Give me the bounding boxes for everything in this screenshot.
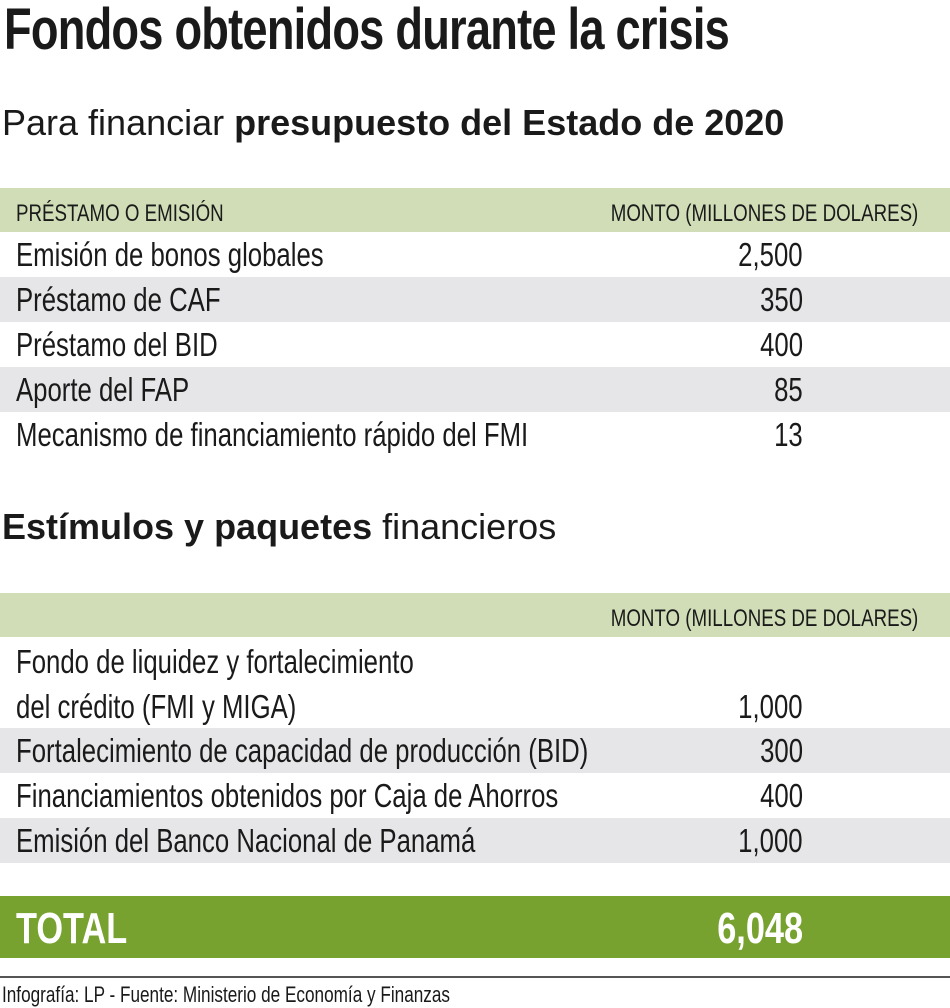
total-amount: 6,048 (717, 904, 803, 953)
table-row: Préstamo del BID 400 (16, 326, 803, 363)
table-row: Aporte del FAP 85 (0, 367, 950, 412)
table-row: Fortalecimiento de capacidad de producci… (0, 728, 950, 773)
column-header-label: PRÉSTAMO O EMISIÓN (16, 200, 224, 227)
table-row: Fondo de liquidez y fortalecimiento del … (16, 643, 803, 725)
total-label: TOTAL (16, 904, 128, 953)
divider (0, 976, 950, 978)
section1-heading: Para financiar presupuesto del Estado de… (2, 102, 785, 143)
column-header-amount: MONTO (MILLONES DE DOLARES) (610, 605, 918, 632)
section1-header-row: PRÉSTAMO O EMISIÓN MONTO (MILLONES DE DO… (0, 188, 950, 232)
footer-credit: Infografía: LP - Fuente: Ministerio de E… (2, 982, 450, 1007)
table-row: Emisión de bonos globales 2,500 (16, 236, 803, 273)
table-row: Préstamo de CAF 350 (0, 277, 950, 322)
table-row: Financiamientos obtenidos por Caja de Ah… (16, 777, 803, 814)
page-title: Fondos obtenidos durante la crisis (4, 0, 730, 62)
section2-heading: Estímulos y paquetes financieros (2, 506, 557, 547)
total-row: TOTAL 6,048 (0, 896, 950, 958)
section2-header-row: MONTO (MILLONES DE DOLARES) (0, 593, 950, 637)
column-header-amount: MONTO (MILLONES DE DOLARES) (610, 200, 918, 227)
table-row: Emisión del Banco Nacional de Panamá 1,00… (0, 818, 950, 863)
table-row: Mecanismo de financiamiento rápido del F… (16, 416, 803, 453)
